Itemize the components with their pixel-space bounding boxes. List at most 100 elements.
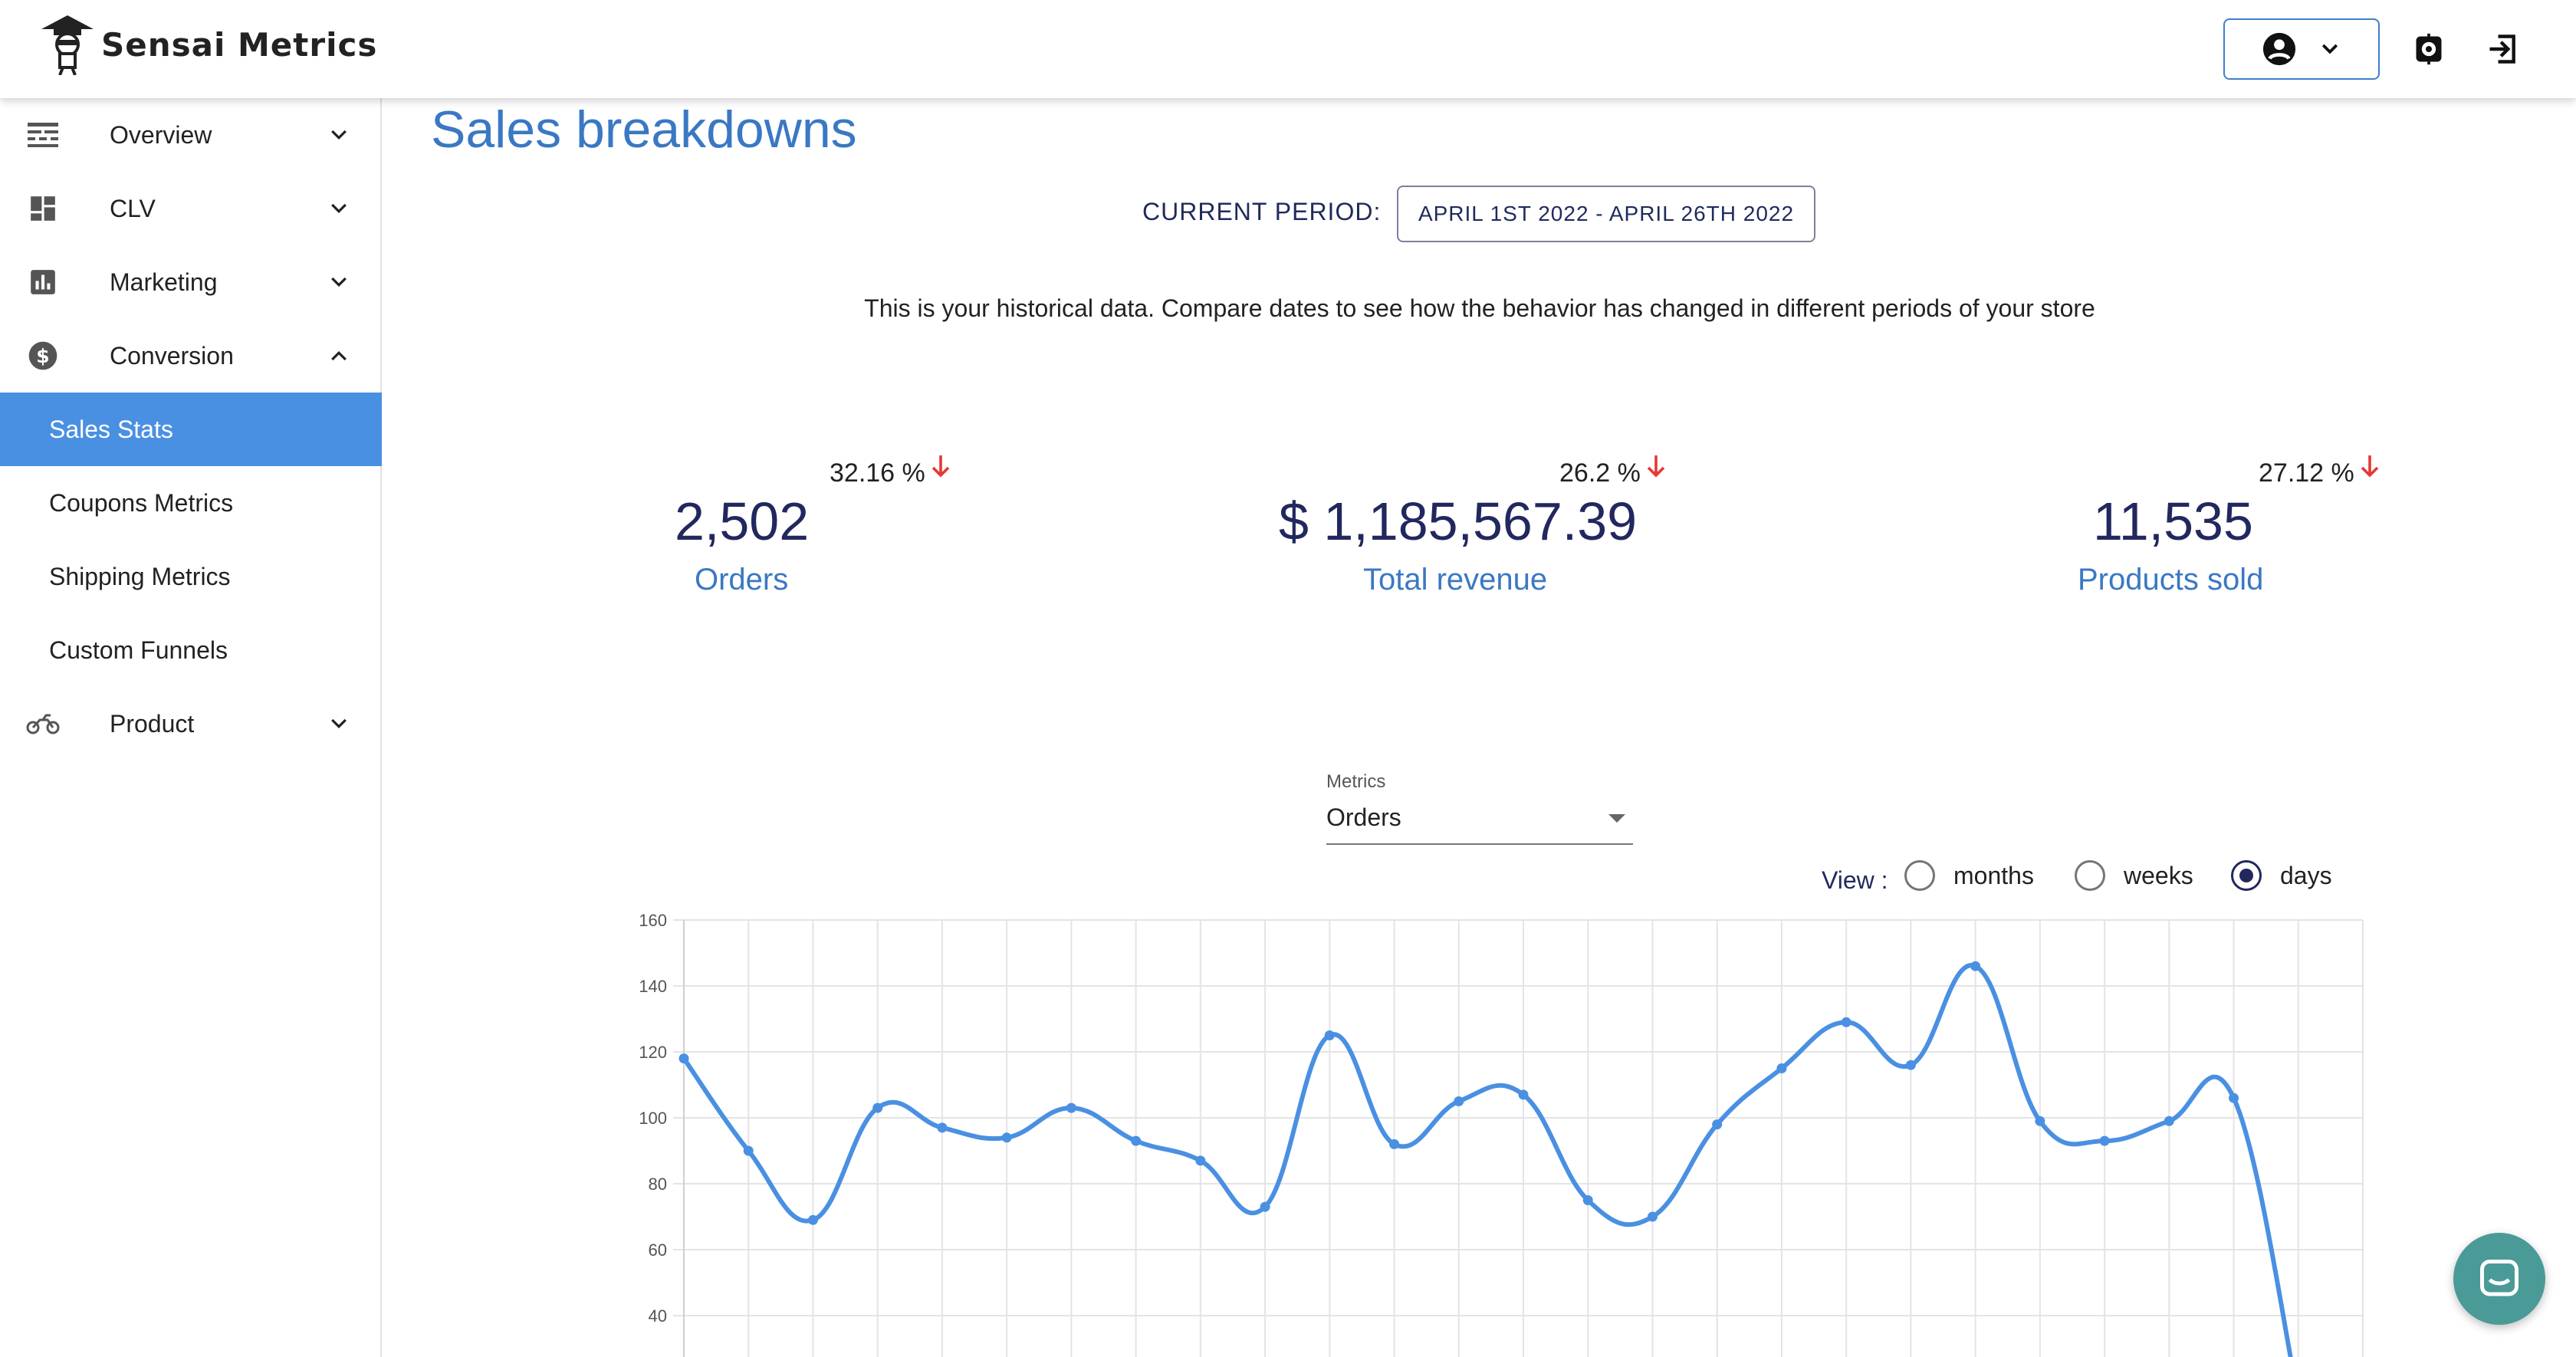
y-tick-label: 100	[639, 1109, 667, 1128]
settings-button[interactable]	[2409, 29, 2449, 69]
ninja-logo-icon	[41, 15, 94, 75]
radio-unchecked-icon[interactable]	[2075, 860, 2105, 891]
view-label: View :	[1822, 866, 1888, 894]
orders-line-chart: 160 140 120 100 80 60 40	[639, 911, 2364, 1357]
sidebar-item-overview[interactable]: Overview	[0, 98, 382, 172]
sidebar-item-label: Marketing	[110, 268, 218, 296]
data-point	[1066, 1102, 1076, 1113]
dollar-icon: $	[26, 339, 60, 373]
data-point	[1712, 1119, 1723, 1130]
dashboard-icon	[26, 192, 60, 225]
stat-value: 2,502	[675, 491, 810, 551]
data-point	[1841, 1017, 1852, 1027]
data-point	[1582, 1195, 1593, 1205]
data-point	[1195, 1155, 1206, 1166]
sidebar-subitem-label: Sales Stats	[49, 415, 173, 443]
top-bar: Sensai Metrics	[0, 0, 2576, 98]
stat-change-value: 27.12 %	[2259, 458, 2354, 488]
view-option-days[interactable]: days	[2231, 860, 2332, 891]
data-point	[872, 1102, 883, 1113]
radio-checked-icon[interactable]	[2231, 860, 2262, 891]
stat-change: 26.2 %	[1559, 454, 1667, 488]
data-point	[1001, 1132, 1012, 1143]
sidebar-item-label: Product	[110, 709, 195, 738]
orders-series-line	[682, 963, 2293, 1357]
sidebar-item-marketing[interactable]: Marketing	[0, 245, 382, 319]
view-option-label: months	[1953, 861, 2034, 889]
data-point	[1905, 1060, 1916, 1070]
chevron-down-icon	[324, 708, 354, 739]
chevron-down-icon	[324, 193, 354, 224]
metrics-select-caption: Metrics	[1326, 771, 1386, 792]
arrow-down-icon	[1645, 454, 1667, 485]
y-tick-label: 60	[649, 1240, 667, 1260]
date-range-button[interactable]: APRIL 1ST 2022 - APRIL 26TH 2022	[1397, 186, 1815, 242]
arrow-down-icon	[930, 454, 951, 485]
chevron-down-icon	[324, 267, 354, 297]
data-point	[678, 1053, 689, 1064]
historical-data-info: This is your historical data. Compare da…	[864, 294, 2095, 322]
data-point	[1647, 1211, 1658, 1222]
chevron-up-icon	[324, 340, 354, 371]
motorcycle-icon	[26, 707, 60, 741]
metrics-select-value: Orders	[1326, 803, 1401, 831]
sidebar-subitem-custom-funnels[interactable]: Custom Funnels	[0, 613, 382, 687]
overview-icon	[26, 118, 60, 152]
data-point	[807, 1214, 818, 1225]
sidebar-item-label: Overview	[110, 120, 212, 149]
sidebar-subitem-shipping-metrics[interactable]: Shipping Metrics	[0, 540, 382, 613]
logout-icon	[2489, 34, 2515, 64]
stat-change-value: 26.2 %	[1559, 458, 1641, 488]
data-point	[1389, 1138, 1400, 1149]
data-point	[2035, 1116, 2045, 1126]
data-point	[1454, 1096, 1464, 1106]
current-period-label: CURRENT PERIOD:	[1142, 198, 1382, 225]
radio-unchecked-icon[interactable]	[1904, 860, 1935, 891]
view-option-months[interactable]: months	[1904, 860, 2034, 891]
user-menu-button[interactable]	[2223, 18, 2380, 80]
sidebar: Overview CLV Marketing	[0, 98, 382, 1357]
settings-icon	[2416, 33, 2442, 65]
data-point	[2164, 1116, 2174, 1126]
sidebar-subitem-coupons-metrics[interactable]: Coupons Metrics	[0, 466, 382, 540]
account-circle-icon	[2262, 32, 2296, 66]
data-point	[2229, 1092, 2239, 1103]
stat-label: Products sold	[2078, 563, 2264, 596]
data-point	[1970, 961, 1981, 971]
y-tick-label: 40	[649, 1306, 667, 1326]
data-point	[743, 1145, 754, 1156]
arrow-down-icon	[2359, 454, 2380, 485]
y-tick-label: 140	[639, 977, 667, 996]
bar-chart-icon	[26, 265, 60, 299]
logout-button[interactable]	[2482, 29, 2522, 69]
brand-logo[interactable]: Sensai Metrics	[40, 14, 377, 75]
caret-down-icon	[1608, 814, 1625, 823]
data-point	[2099, 1135, 2110, 1146]
sidebar-item-conversion[interactable]: $ Conversion	[0, 319, 382, 393]
sidebar-subitem-label: Coupons Metrics	[49, 488, 234, 517]
chat-launcher-button[interactable]	[2453, 1233, 2545, 1325]
data-point	[1131, 1135, 1142, 1146]
metrics-select[interactable]: Orders	[1326, 802, 1633, 845]
chevron-down-icon	[324, 120, 354, 150]
view-option-weeks[interactable]: weeks	[2075, 860, 2193, 891]
stat-label: Total revenue	[1363, 563, 1548, 596]
sidebar-subitem-label: Custom Funnels	[49, 636, 228, 664]
sidebar-item-product[interactable]: Product	[0, 687, 382, 761]
view-option-label: days	[2280, 861, 2332, 889]
sidebar-item-clv[interactable]: CLV	[0, 172, 382, 245]
sidebar-item-label: CLV	[110, 194, 156, 222]
data-point	[937, 1122, 948, 1133]
stat-change-value: 32.16 %	[830, 458, 925, 488]
y-tick-label: 80	[649, 1175, 667, 1194]
sidebar-subitem-sales-stats[interactable]: Sales Stats	[0, 393, 382, 466]
y-tick-label: 120	[639, 1043, 667, 1062]
stat-change: 32.16 %	[830, 454, 951, 488]
stat-value: 11,535	[2093, 491, 2253, 551]
sidebar-item-label: Conversion	[110, 341, 234, 370]
y-tick-label: 160	[639, 911, 667, 930]
svg-text:$: $	[36, 345, 49, 367]
stat-change: 27.12 %	[2259, 454, 2380, 488]
chevron-down-icon	[2321, 44, 2338, 54]
page-title: Sales breakdowns	[431, 100, 857, 159]
